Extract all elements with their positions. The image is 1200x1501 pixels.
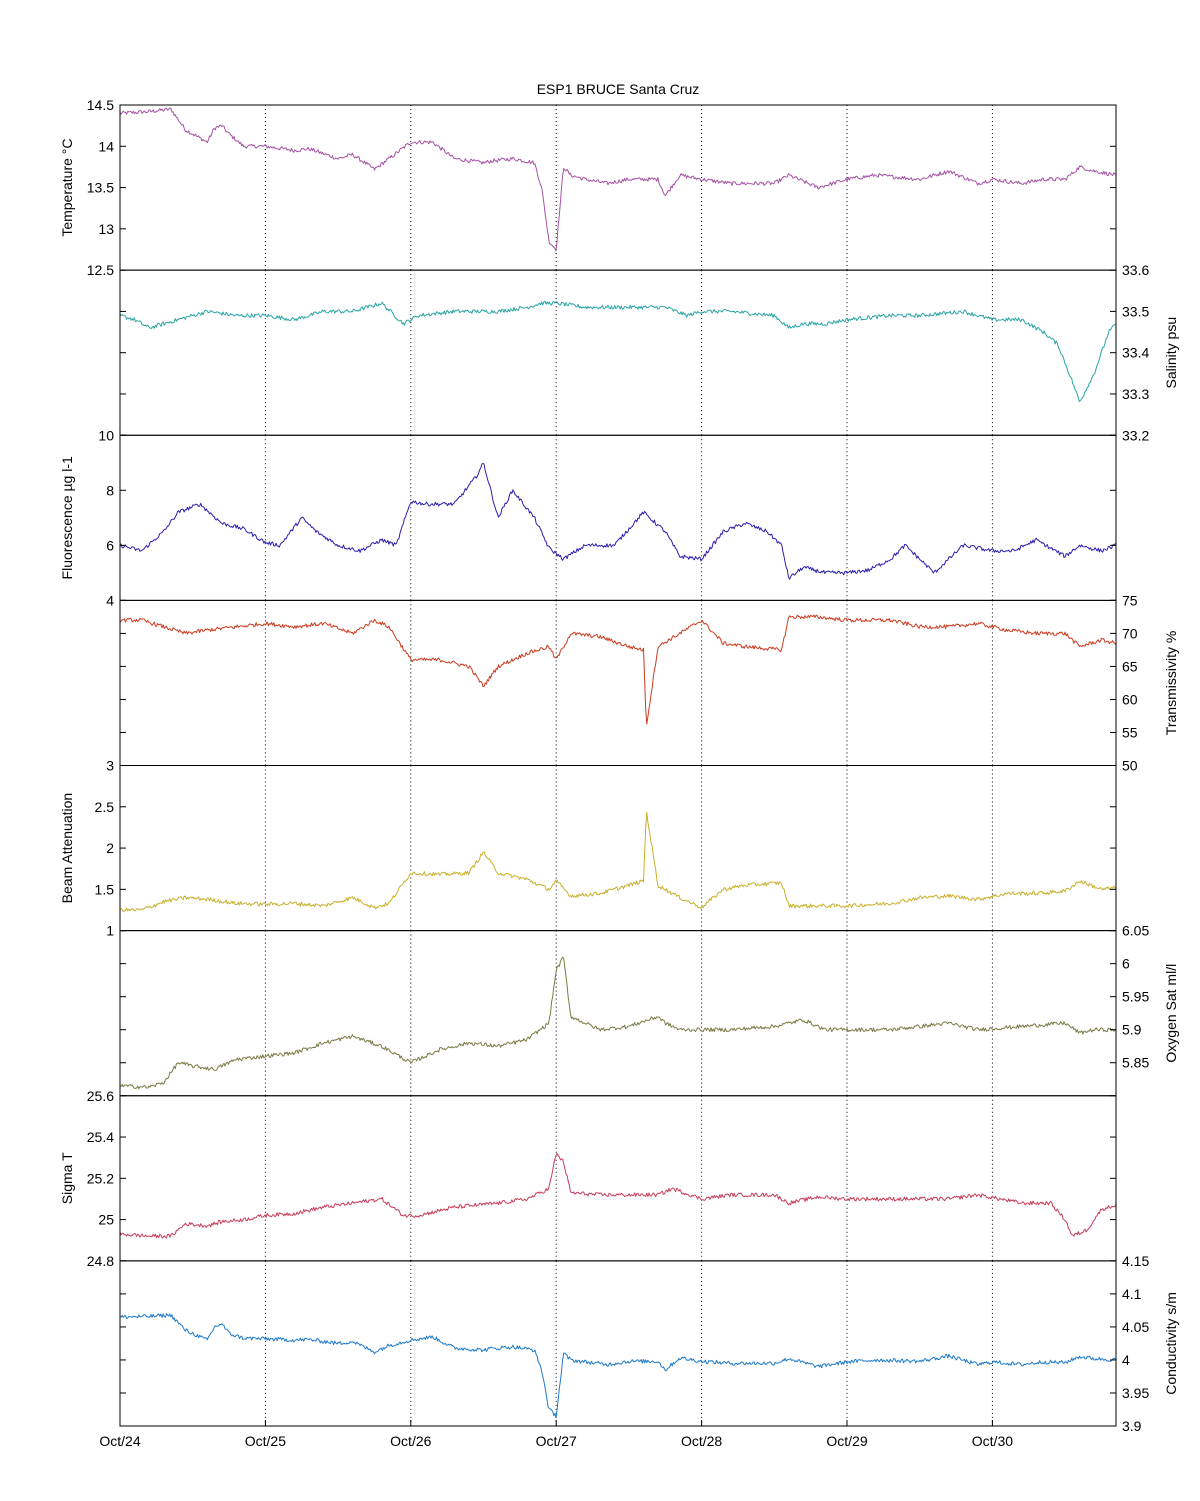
- y-tick-label: 2.5: [95, 799, 115, 815]
- y-tick-label: 4.05: [1122, 1319, 1149, 1335]
- y-tick-label: 13: [98, 221, 114, 237]
- y-tick-label: 4: [106, 592, 114, 608]
- series-line-oxygen-sat: [119, 956, 1117, 1090]
- y-tick-label: 6: [1122, 956, 1130, 972]
- y-tick-label: 5.9: [1122, 1022, 1142, 1038]
- y-axis-label: Oxygen Sat ml/l: [1163, 964, 1179, 1063]
- y-axis-label: Transmissivity %: [1163, 631, 1179, 736]
- x-tick-label: Oct/25: [245, 1433, 286, 1449]
- y-tick-label: 6.05: [1122, 923, 1149, 939]
- panel-salinity: 33.2 33.3 33.4 33.5 33.6 Salinity psu: [119, 262, 1179, 443]
- x-tick-label: Oct/27: [536, 1433, 577, 1449]
- y-tick-label: 1: [106, 923, 114, 939]
- chart-title: ESP1 BRUCE Santa Cruz: [537, 81, 700, 97]
- y-axis-label: Conductivity s/m: [1163, 1292, 1179, 1395]
- y-tick-label: 3.95: [1122, 1385, 1149, 1401]
- series-line-beam-attenuation: [119, 811, 1117, 913]
- y-axis-label: Beam Attenuation: [59, 793, 75, 904]
- y-tick-label: 5.85: [1122, 1055, 1149, 1071]
- x-tick-label: Oct/30: [972, 1433, 1013, 1449]
- y-tick-label: 3.9: [1122, 1418, 1142, 1434]
- series-line-salinity: [119, 300, 1117, 402]
- series-line-transmissivity: [119, 614, 1117, 725]
- y-axis-label: Sigma T: [59, 1152, 75, 1204]
- y-tick-label: 3: [106, 758, 114, 774]
- y-axis-label: Fluorescence µg l-1: [59, 456, 75, 579]
- x-tick-label: Oct/24: [99, 1433, 140, 1449]
- y-tick-label: 14.5: [87, 97, 114, 113]
- panel-frame: [119, 1260, 1117, 1427]
- y-tick-label: 24.8: [87, 1253, 114, 1269]
- y-tick-label: 8: [106, 482, 114, 498]
- y-tick-label: 55: [1122, 724, 1138, 740]
- x-tick-label: Oct/29: [826, 1433, 867, 1449]
- y-tick-label: 14: [98, 138, 114, 154]
- panel-conductivity: 3.9 3.95 4 4.05 4.1 4.15 Conductivity s/m: [119, 1253, 1179, 1434]
- y-tick-label: 4: [1122, 1352, 1130, 1368]
- panel-frame: [119, 930, 1117, 1097]
- y-tick-label: 13.5: [87, 180, 114, 196]
- series-line-temperature: [119, 107, 1117, 252]
- panel-frame: [119, 434, 1117, 601]
- panel-frame: [119, 104, 1117, 271]
- y-tick-label: 10: [98, 427, 114, 443]
- y-tick-label: 4.15: [1122, 1253, 1149, 1269]
- y-tick-label: 60: [1122, 691, 1138, 707]
- y-tick-label: 1.5: [95, 881, 115, 897]
- panel-temperature: 12.5 13 13.5 14 14.5 Temperature °C: [59, 97, 1117, 278]
- y-tick-label: 65: [1122, 658, 1138, 674]
- panel-fluorescence: 4 6 8 10 Fluorescence µg l-1: [59, 427, 1117, 608]
- series-line-sigma-t: [119, 1152, 1117, 1239]
- panel-sigma-t: 24.8 25 25.2 25.4 25.6 Sigma T: [59, 1088, 1117, 1269]
- panel-frame: [119, 1095, 1117, 1262]
- y-axis-label: Salinity psu: [1163, 317, 1179, 389]
- panel-beam-attenuation: 1 1.5 2 2.5 3 Beam Attenuation: [59, 758, 1117, 939]
- y-tick-label: 4.1: [1122, 1286, 1142, 1302]
- series-line-conductivity: [119, 1313, 1117, 1419]
- y-tick-label: 33.5: [1122, 303, 1149, 319]
- y-tick-label: 33.3: [1122, 386, 1149, 402]
- panel-oxygen-sat: 5.85 5.9 5.95 6 6.05 Oxygen Sat ml/l: [119, 923, 1179, 1097]
- y-tick-label: 25.6: [87, 1088, 114, 1104]
- y-tick-label: 2: [106, 840, 114, 856]
- x-tick-label: Oct/28: [681, 1433, 722, 1449]
- y-tick-label: 12.5: [87, 262, 114, 278]
- y-tick-label: 50: [1122, 758, 1138, 774]
- x-axis-ticks: Oct/24 Oct/25 Oct/26 Oct/27 Oct/28 Oct/29 Oct/…: [99, 1420, 1013, 1449]
- y-tick-label: 70: [1122, 625, 1138, 641]
- y-tick-label: 33.4: [1122, 345, 1149, 361]
- x-tick-label: Oct/26: [390, 1433, 431, 1449]
- y-tick-label: 75: [1122, 592, 1138, 608]
- y-tick-label: 33.2: [1122, 427, 1149, 443]
- y-tick-label: 25.2: [87, 1170, 114, 1186]
- y-tick-label: 25.4: [87, 1129, 114, 1145]
- panel-transmissivity: 50 55 60 65 70 75 Transmissivity %: [119, 592, 1179, 774]
- y-tick-label: 5.95: [1122, 989, 1149, 1005]
- y-tick-label: 25: [98, 1212, 114, 1228]
- y-axis-label: Temperature °C: [59, 138, 75, 236]
- y-tick-label: 33.6: [1122, 262, 1149, 278]
- panel-frame: [119, 269, 1117, 436]
- y-tick-label: 6: [106, 537, 114, 553]
- series-line-fluorescence: [119, 462, 1117, 580]
